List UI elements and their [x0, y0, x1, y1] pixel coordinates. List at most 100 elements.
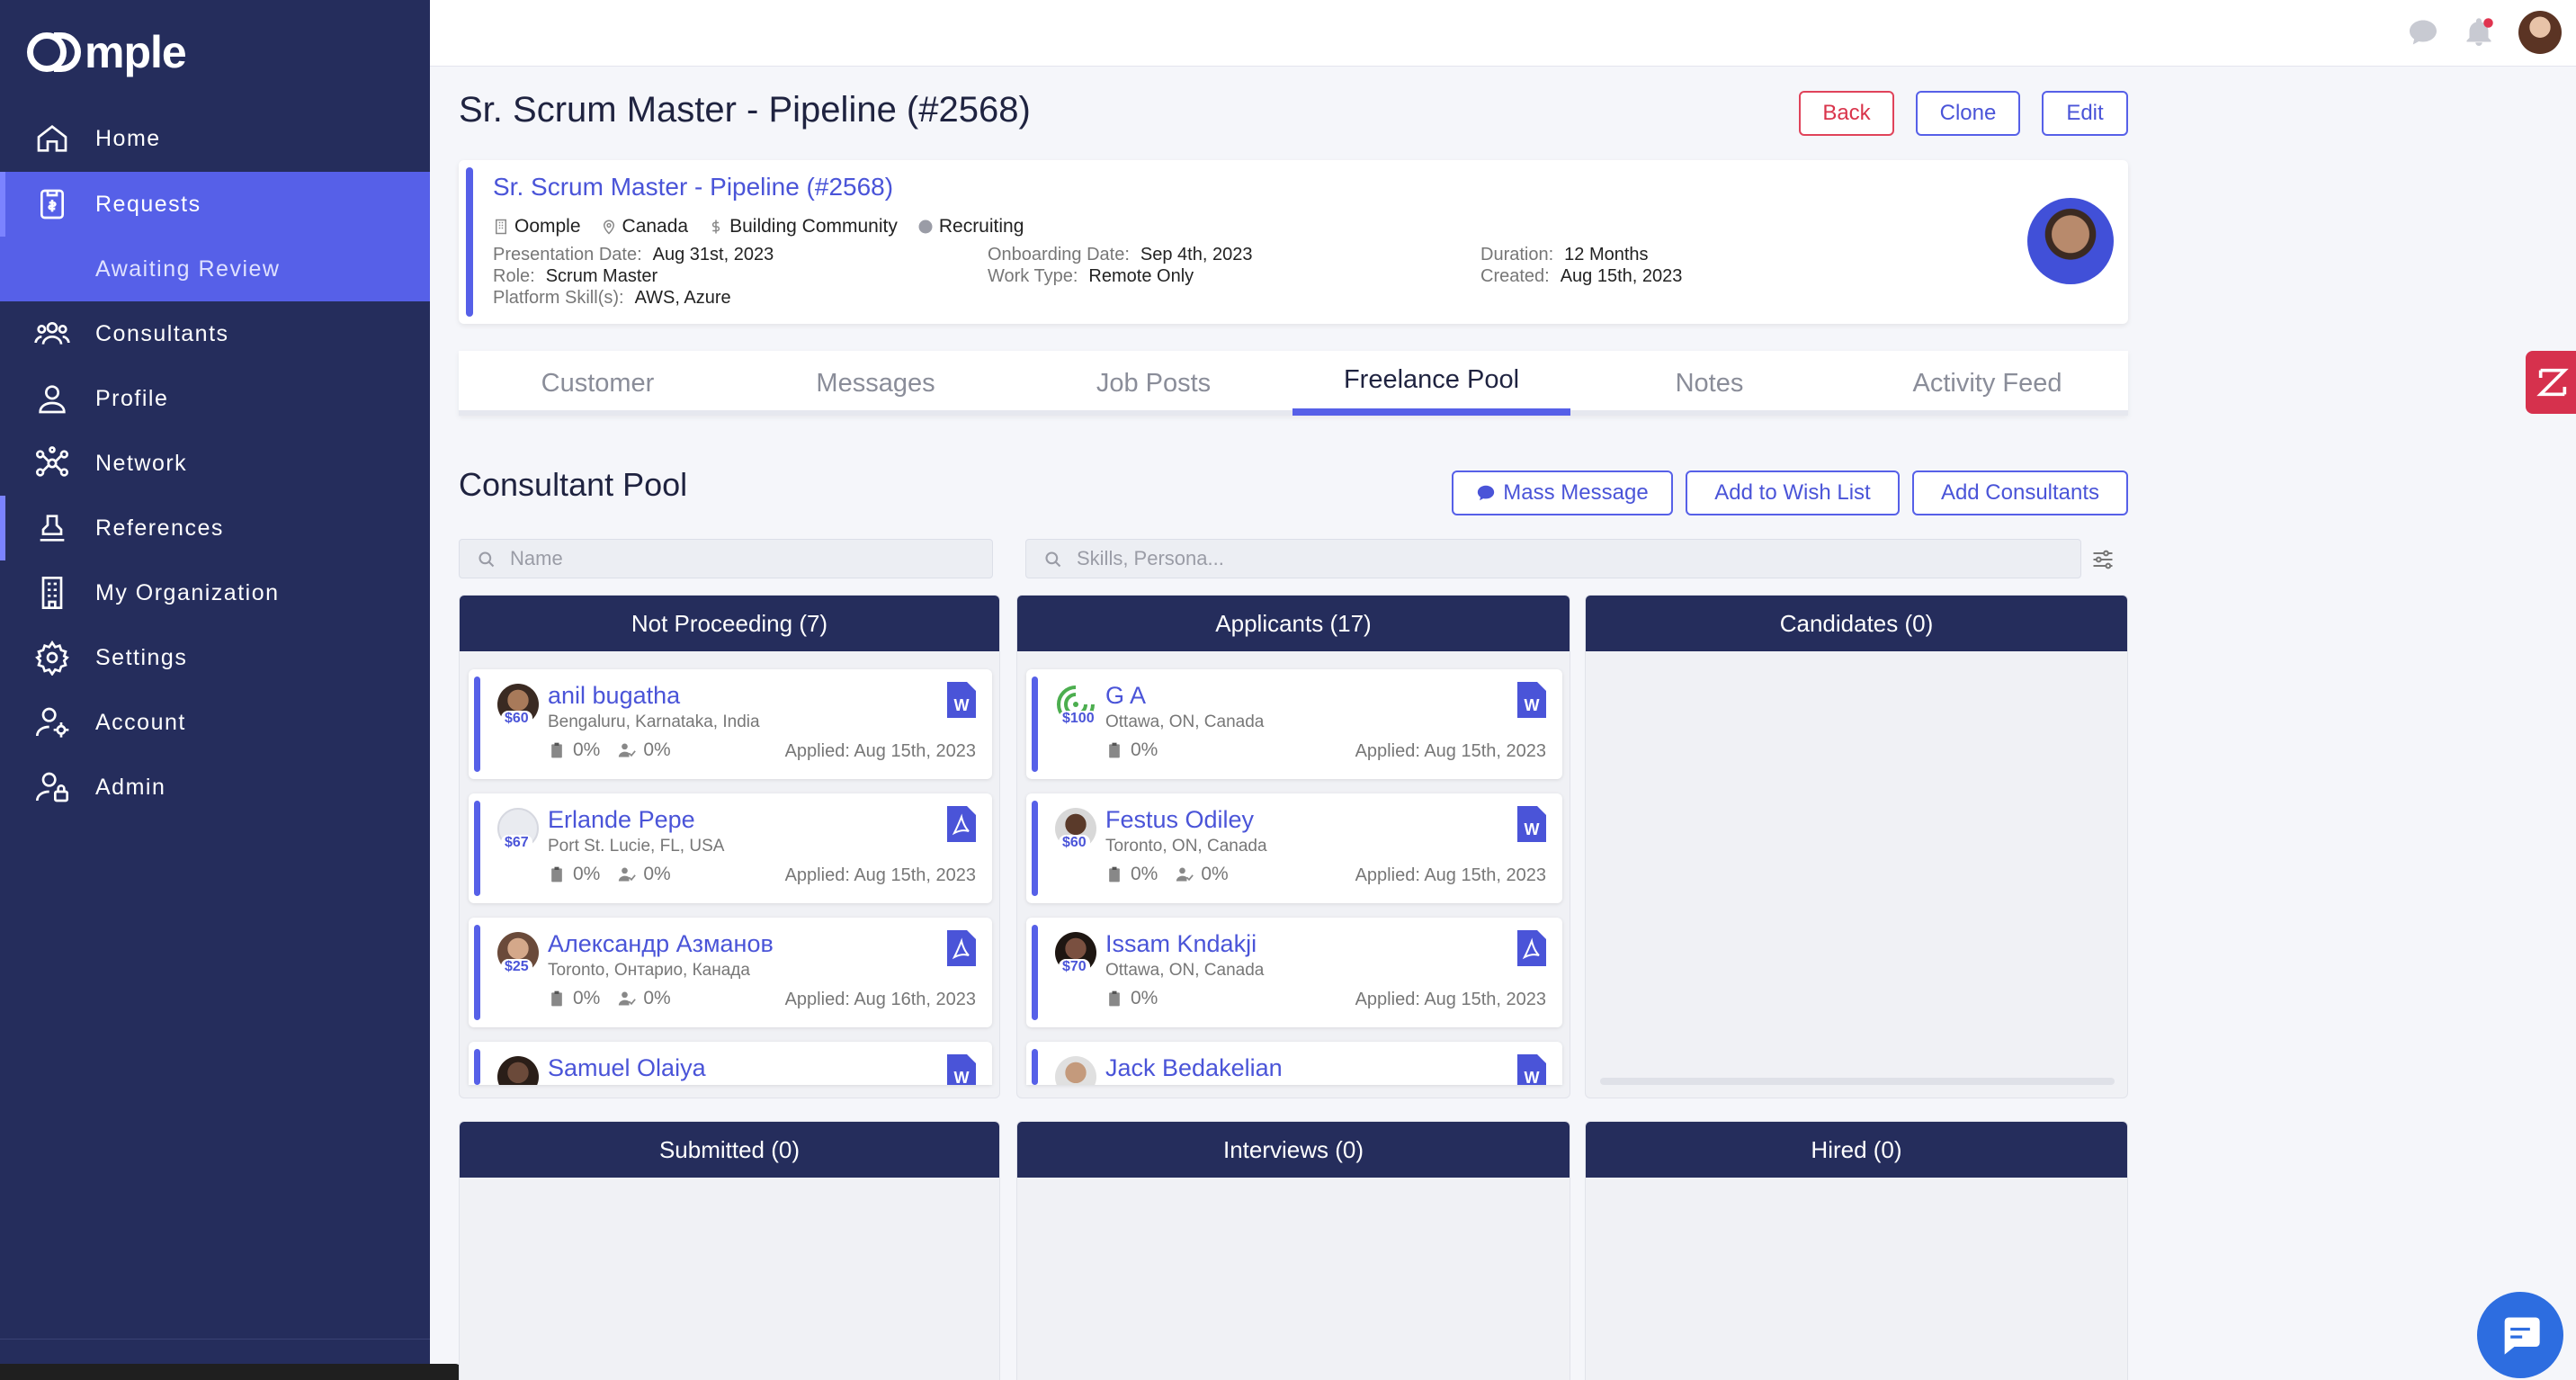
back-button[interactable]: Back: [1799, 91, 1894, 136]
card-accent-bar: [1032, 677, 1038, 772]
consultant-location: Ottawa, ON, Canada: [1105, 961, 1265, 980]
clone-button[interactable]: Clone: [1916, 91, 2020, 136]
pdf-doc-icon[interactable]: [947, 930, 976, 966]
consultant-location: Toronto, ON, Canada: [1105, 837, 1267, 856]
sidebar: mple Home Requests Awaiting Review Consu…: [0, 0, 430, 1380]
organization-icon: [41, 577, 63, 609]
tab-job-posts[interactable]: Job Posts: [1096, 368, 1212, 398]
word-doc-icon[interactable]: W: [947, 1054, 976, 1085]
tab-freelance-pool[interactable]: Freelance Pool: [1292, 351, 1570, 416]
svg-text:W: W: [954, 1069, 970, 1085]
references-indicator: [0, 496, 5, 560]
home-icon: [37, 124, 67, 152]
chat-bubble-icon: [1478, 485, 1495, 501]
z-logo-icon: [2536, 368, 2569, 397]
user-check-icon: [619, 867, 637, 882]
consultant-card[interactable]: $25 Александр Азманов Toronto, Онтарио, …: [469, 918, 992, 1027]
consultant-name[interactable]: Александр Азманов: [548, 930, 774, 957]
location-pin-icon: [603, 220, 614, 235]
references-icon: [40, 515, 65, 542]
dollar-icon: [711, 220, 720, 234]
sidebar-item-network[interactable]: Network: [0, 431, 430, 496]
consultant-card[interactable]: $60 Festus Odiley Toronto, ON, Canada W …: [1026, 793, 1562, 903]
consultant-name[interactable]: Jack Bedakelian: [1105, 1054, 1283, 1081]
sidebar-item-account[interactable]: Account: [0, 690, 430, 755]
filter-sliders-icon[interactable]: [2090, 547, 2115, 572]
profile-icon: [39, 385, 66, 414]
applied-date: Applied: Aug 15th, 2023: [784, 741, 976, 761]
request-title-link[interactable]: Sr. Scrum Master - Pipeline (#2568): [493, 173, 894, 201]
bell-icon[interactable]: [2463, 16, 2495, 49]
horizontal-scrollbar[interactable]: [1600, 1078, 2115, 1085]
pdf-doc-icon[interactable]: [1517, 930, 1546, 966]
consultant-card[interactable]: Samuel Olaiya W: [469, 1042, 992, 1085]
consultant-location: Port St. Lucie, FL, USA: [548, 837, 725, 856]
column-header: Candidates (0): [1586, 596, 2127, 651]
name-search-input[interactable]: Name: [459, 539, 993, 578]
tab-notes[interactable]: Notes: [1675, 368, 1744, 398]
column-not-proceeding: Not Proceeding (7) $60 anil bugatha Beng…: [459, 595, 1000, 1098]
request-tabs: Customer Messages Job Posts Freelance Po…: [459, 351, 2128, 416]
consultant-name[interactable]: Erlande Pepe: [548, 806, 695, 833]
search-icon: [1045, 551, 1061, 568]
sidebar-item-profile[interactable]: Profile: [0, 366, 430, 431]
word-doc-icon[interactable]: W: [947, 682, 976, 718]
rate-badge: $70: [1059, 959, 1090, 975]
tab-messages[interactable]: Messages: [816, 368, 935, 398]
admin-icon: [36, 772, 68, 802]
svg-text:W: W: [1525, 820, 1540, 838]
sign-out-area[interactable]: [0, 1339, 430, 1380]
clipboard-icon: [551, 742, 562, 758]
sidebar-item-settings[interactable]: Settings: [0, 625, 430, 690]
add-consultants-button[interactable]: Add Consultants: [1912, 470, 2128, 515]
skills-search-input[interactable]: Skills, Persona...: [1025, 539, 2081, 578]
tab-activity-feed[interactable]: Activity Feed: [1912, 368, 2062, 398]
clipboard-icon: [1109, 866, 1120, 883]
consultant-card[interactable]: $70 Issam Kndakji Ottawa, ON, Canada 0% …: [1026, 918, 1562, 1027]
consultant-card[interactable]: $60 anil bugatha Bengaluru, Karnataka, I…: [469, 669, 992, 779]
mass-message-button[interactable]: Mass Message: [1452, 470, 1673, 515]
column-header: Interviews (0): [1017, 1122, 1570, 1178]
request-summary-card: Sr. Scrum Master - Pipeline (#2568) Oomp…: [459, 160, 2128, 324]
consultant-name[interactable]: Issam Kndakji: [1105, 930, 1257, 957]
sidebar-item-requests[interactable]: Requests: [0, 172, 430, 237]
rate-badge: $60: [1059, 835, 1090, 851]
column-header: Applicants (17): [1017, 596, 1570, 651]
rate-badge: $67: [501, 835, 532, 851]
consultant-name[interactable]: anil bugatha: [548, 682, 681, 709]
chat-icon[interactable]: [2407, 16, 2439, 49]
consultant-card[interactable]: Jack Bedakelian W: [1026, 1042, 1562, 1085]
duration: Duration: 12 Months: [1480, 245, 1649, 264]
active-indicator: [0, 172, 5, 237]
tab-customer[interactable]: Customer: [541, 368, 655, 398]
applied-date: Applied: Aug 15th, 2023: [784, 865, 976, 885]
add-to-wish-list-button[interactable]: Add to Wish List: [1686, 470, 1900, 515]
consultant-name[interactable]: Samuel Olaiya: [548, 1054, 706, 1081]
consultant-avatar: [497, 1056, 539, 1085]
word-doc-icon[interactable]: W: [1517, 806, 1546, 842]
sidebar-item-admin[interactable]: Admin: [0, 755, 430, 820]
edit-button[interactable]: Edit: [2042, 91, 2128, 136]
app-logo[interactable]: mple: [27, 25, 187, 79]
sidebar-item-my-organization[interactable]: My Organization: [0, 560, 430, 625]
pdf-doc-icon[interactable]: [947, 806, 976, 842]
sidebar-item-consultants[interactable]: Consultants: [0, 301, 430, 366]
card-accent-bar: [1032, 1049, 1038, 1085]
clipboard-icon: [1109, 990, 1120, 1007]
consultant-location: Ottawa, ON, Canada: [1105, 712, 1265, 731]
svg-text:W: W: [954, 696, 970, 714]
word-doc-icon[interactable]: W: [1517, 682, 1546, 718]
sidebar-subitem-awaiting-review[interactable]: Awaiting Review: [0, 237, 430, 301]
recruiter-avatar[interactable]: [2027, 198, 2114, 284]
consultant-card[interactable]: $67 Erlande Pepe Port St. Lucie, FL, USA…: [469, 793, 992, 903]
chat-support-button[interactable]: [2477, 1292, 2563, 1378]
word-doc-icon[interactable]: W: [1517, 1054, 1546, 1085]
user-avatar[interactable]: [2518, 11, 2562, 54]
side-widget-tab[interactable]: [2526, 351, 2576, 414]
consultant-name[interactable]: Festus Odiley: [1105, 806, 1255, 833]
sidebar-item-home[interactable]: Home: [0, 106, 430, 171]
consultant-card[interactable]: $100 G A Ottawa, ON, Canada W 0% Applied…: [1026, 669, 1562, 779]
consultant-name[interactable]: G A: [1105, 682, 1147, 709]
sidebar-item-references[interactable]: References: [0, 496, 430, 560]
applied-date: Applied: Aug 15th, 2023: [1355, 741, 1546, 761]
